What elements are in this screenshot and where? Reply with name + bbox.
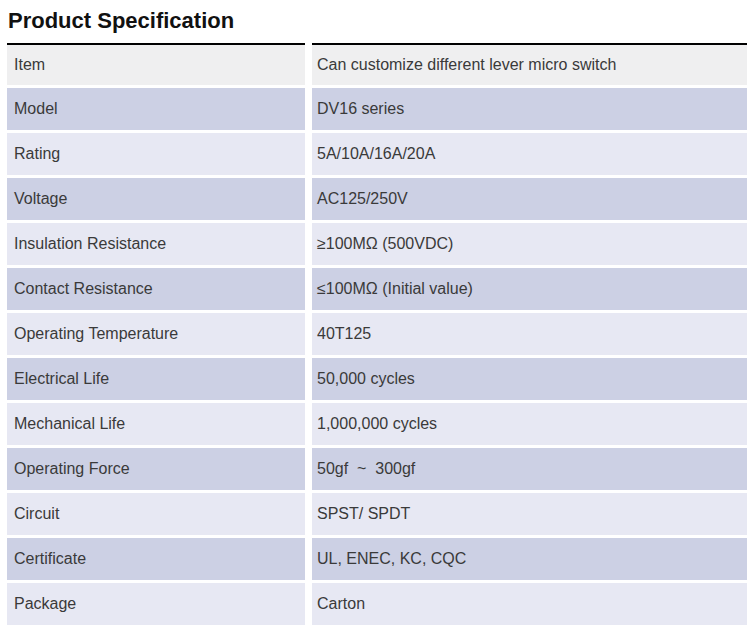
spec-row-label: Circuit [7,493,305,535]
spec-row-value: DV16 series [312,88,747,130]
spec-row-value: Carton [312,583,747,625]
spec-row-label: Package [7,583,305,625]
spec-row-value: 40T125 [312,313,747,355]
spec-row-label: Certificate [7,538,305,580]
spec-row-value: 5A/10A/16A/20A [312,133,747,175]
spec-row-value: ≥100MΩ (500VDC) [312,223,747,265]
spec-row-label: Electrical Life [7,358,305,400]
spec-row-value: 1,000,000 cycles [312,403,747,445]
spec-row-label: Operating Temperature [7,313,305,355]
spec-row-value: UL, ENEC, KC, CQC [312,538,747,580]
spec-row-value: 50gf ~ 300gf [312,448,747,490]
spec-row-label: Mechanical Life [7,403,305,445]
spec-row-label: Rating [7,133,305,175]
spec-row-label: Item [7,43,305,85]
page-title: Product Specification [8,8,754,34]
spec-row-label: Model [7,88,305,130]
spec-row-label: Operating Force [7,448,305,490]
spec-row-value: 50,000 cycles [312,358,747,400]
spec-row-value: SPST/ SPDT [312,493,747,535]
spec-row-value: ≤100MΩ (Initial value) [312,268,747,310]
spec-row-label: Contact Resistance [7,268,305,310]
spec-row-label: Insulation Resistance [7,223,305,265]
spec-table: Item Can customize different lever micro… [7,43,747,625]
spec-row-value: Can customize different lever micro swit… [312,43,747,85]
product-spec-page: Product Specification Item Can customize… [0,8,754,625]
spec-row-value: AC125/250V [312,178,747,220]
spec-row-label: Voltage [7,178,305,220]
